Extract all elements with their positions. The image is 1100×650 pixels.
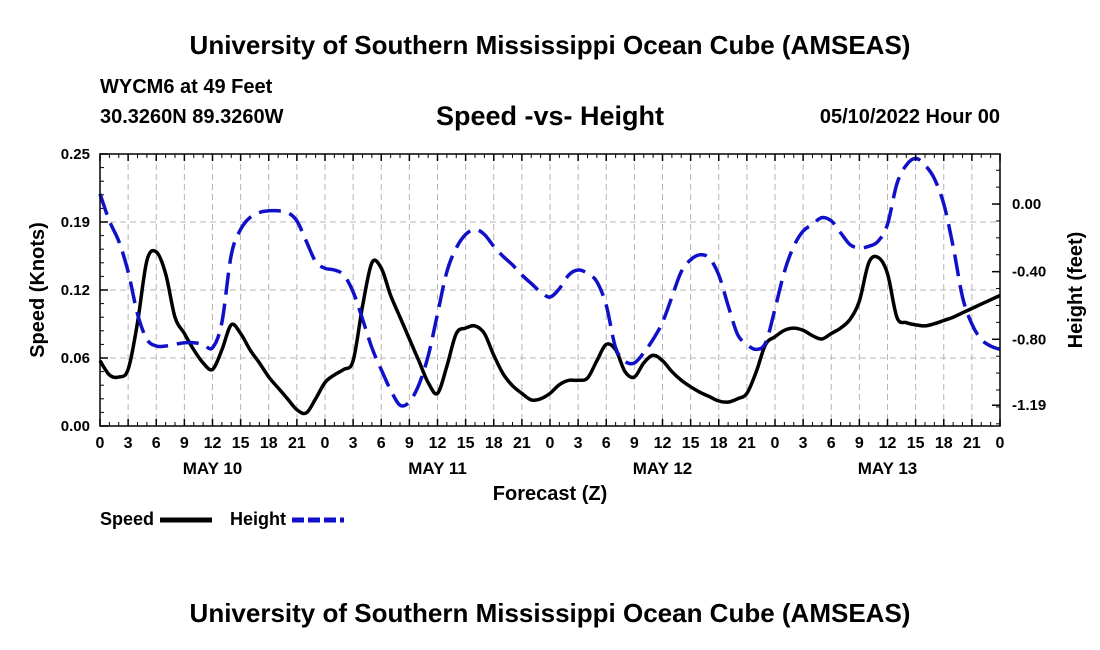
x-tick-label: 0 bbox=[771, 435, 780, 452]
x-tick-label: 15 bbox=[457, 435, 475, 452]
x-axis: 0 3 6 9 12 15 18 21 0 3 6 9 12 15 18 21 0 3 6 9 12 15 18 21 0 3 6 9… bbox=[96, 154, 1005, 478]
left-axis: 0.00 0.06 0.12 0.19 0.25 bbox=[61, 146, 108, 435]
left-tick-label: 0.12 bbox=[61, 282, 90, 299]
x-tick-label: 0 bbox=[96, 435, 105, 452]
series-line-height bbox=[98, 156, 1001, 408]
x-tick-label: 12 bbox=[429, 435, 447, 452]
x-tick-label: 3 bbox=[349, 435, 358, 452]
day-label: MAY 10 bbox=[183, 459, 243, 478]
x-tick-label: 6 bbox=[377, 435, 386, 452]
x-tick-label: 12 bbox=[204, 435, 222, 452]
day-label: MAY 12 bbox=[633, 459, 693, 478]
day-label: MAY 13 bbox=[858, 459, 918, 478]
x-tick-label: 18 bbox=[485, 435, 503, 452]
legend: Speed Height bbox=[100, 509, 344, 529]
left-tick-label: 0.19 bbox=[61, 214, 90, 231]
series-layer bbox=[98, 156, 1001, 416]
grid-lines bbox=[100, 154, 1000, 426]
footer-title: University of Southern Mississippi Ocean… bbox=[189, 598, 911, 628]
forecast-datetime: 05/10/2022 Hour 00 bbox=[819, 106, 1000, 128]
x-tick-label: 15 bbox=[907, 435, 925, 452]
x-tick-label: 0 bbox=[996, 435, 1005, 452]
right-tick-label: -1.19 bbox=[1012, 397, 1046, 414]
right-axis: -1.19 -0.80 -0.40 0.00 bbox=[992, 196, 1046, 414]
x-tick-label: 3 bbox=[124, 435, 133, 452]
station-coordinates: 30.3260N 89.3260W bbox=[100, 106, 284, 128]
chart-subtitle: Speed -vs- Height bbox=[435, 101, 665, 131]
left-tick-label: 0.06 bbox=[61, 350, 90, 367]
x-tick-label: 12 bbox=[879, 435, 897, 452]
x-tick-label: 3 bbox=[574, 435, 583, 452]
x-tick-label: 9 bbox=[855, 435, 864, 452]
left-tick-label: 0.00 bbox=[61, 418, 90, 435]
right-tick-label: -0.40 bbox=[1012, 264, 1046, 281]
left-tick-label: 0.25 bbox=[61, 146, 90, 163]
x-axis-label: Forecast (Z) bbox=[493, 483, 607, 505]
right-tick-label: -0.80 bbox=[1012, 331, 1046, 348]
x-tick-label: 6 bbox=[827, 435, 836, 452]
legend-label-speed: Speed bbox=[100, 509, 154, 529]
x-tick-label: 0 bbox=[321, 435, 330, 452]
y-axis-left-label: Speed (Knots) bbox=[27, 222, 49, 358]
page-title: University of Southern Mississippi Ocean… bbox=[189, 30, 911, 60]
series-line-speed bbox=[98, 248, 1001, 416]
x-tick-label: 21 bbox=[513, 435, 531, 452]
x-tick-label: 12 bbox=[654, 435, 672, 452]
x-tick-label: 15 bbox=[232, 435, 250, 452]
x-tick-label: 18 bbox=[710, 435, 728, 452]
x-tick-label: 3 bbox=[799, 435, 808, 452]
legend-label-height: Height bbox=[230, 509, 286, 529]
x-tick-label: 9 bbox=[405, 435, 414, 452]
day-label: MAY 11 bbox=[408, 459, 467, 478]
x-tick-label: 6 bbox=[152, 435, 161, 452]
x-tick-label: 9 bbox=[630, 435, 639, 452]
x-tick-label: 15 bbox=[682, 435, 700, 452]
x-tick-label: 21 bbox=[963, 435, 981, 452]
x-tick-label: 21 bbox=[288, 435, 306, 452]
y-axis-right-label: Height (feet) bbox=[1065, 232, 1087, 349]
right-tick-label: 0.00 bbox=[1012, 196, 1041, 213]
x-tick-label: 18 bbox=[260, 435, 278, 452]
x-tick-label: 0 bbox=[546, 435, 555, 452]
x-tick-label: 6 bbox=[602, 435, 611, 452]
x-tick-label: 9 bbox=[180, 435, 189, 452]
x-tick-label: 18 bbox=[935, 435, 953, 452]
station-label: WYCM6 at 49 Feet bbox=[100, 76, 273, 98]
x-tick-label: 21 bbox=[738, 435, 756, 452]
